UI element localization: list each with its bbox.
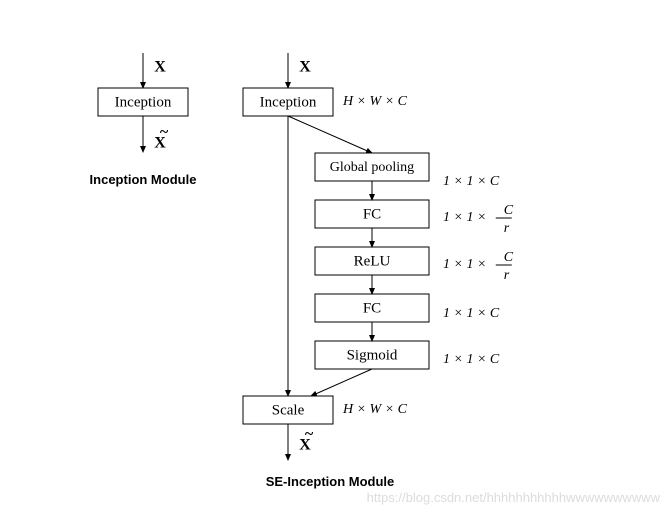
branch-dim-2: 1 × 1 × Cr [443, 250, 514, 283]
branch-box-4-label: Sigmoid [347, 347, 398, 363]
right-caption: SE-Inception Module [266, 474, 395, 489]
right-output-tilde: ~ [305, 426, 314, 443]
svg-text:1 × 1 ×: 1 × 1 × [443, 257, 486, 272]
left-input-label: X [154, 59, 166, 76]
right-inception-dim: H × W × C [342, 94, 408, 109]
scale-dim: H × W × C [342, 402, 408, 417]
branch-dim-0: 1 × 1 × C [443, 174, 500, 189]
left-output-tilde: ~ [160, 124, 169, 141]
branch-dim-3: 1 × 1 × C [443, 306, 500, 321]
branch-dim-4: 1 × 1 × C [443, 352, 500, 367]
right-input-label: X [299, 59, 311, 76]
left-inception-box-label: Inception [115, 94, 172, 110]
branch-start-arrow [288, 116, 372, 153]
svg-text:r: r [504, 268, 510, 283]
branch-box-0-label: Global pooling [330, 160, 414, 175]
branch-end-arrow [311, 369, 372, 396]
left-caption: Inception Module [90, 172, 197, 187]
branch-box-3-label: FC [363, 300, 381, 316]
branch-dim-1: 1 × 1 × Cr [443, 203, 514, 236]
diagram-canvas: XInceptionX~Inception ModuleXInceptionH … [0, 0, 665, 513]
svg-text:C: C [504, 203, 514, 218]
svg-text:1 × 1 ×: 1 × 1 × [443, 210, 486, 225]
right-inception-box-label: Inception [260, 94, 317, 110]
branch-box-2-label: ReLU [354, 253, 391, 269]
svg-text:r: r [504, 221, 510, 236]
scale-box-label: Scale [272, 402, 305, 418]
svg-text:C: C [504, 250, 514, 265]
watermark: https://blog.csdn.net/hhhhhhhhhhhwwwwwww… [367, 490, 661, 505]
branch-box-1-label: FC [363, 206, 381, 222]
